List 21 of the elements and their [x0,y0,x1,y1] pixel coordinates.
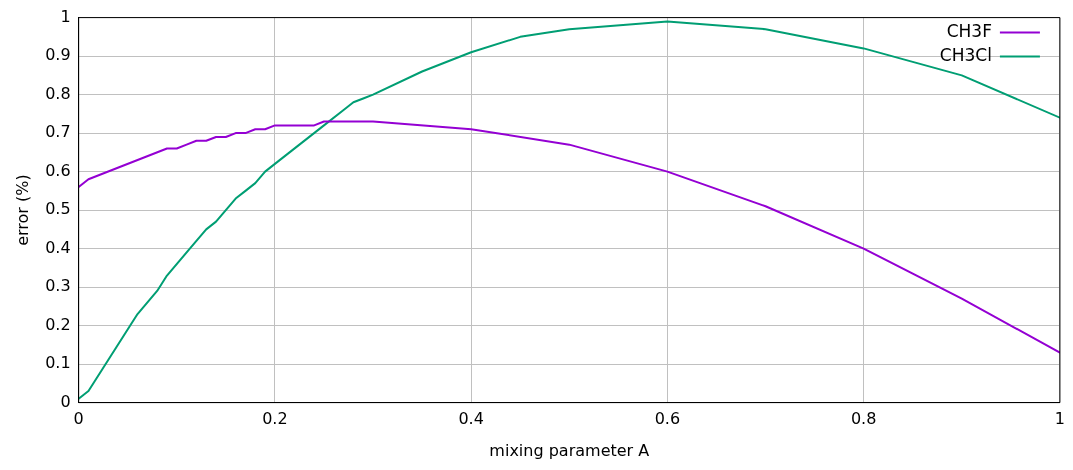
x-tick-label: 0.6 [654,409,681,429]
legend-label: CH3F [946,21,992,42]
y-tick-label: 0.3 [45,276,71,296]
y-axis-title: error (%) [12,174,32,246]
x-tick-label: 0.8 [850,409,877,429]
x-tick-label: 1 [1054,409,1065,429]
x-axis-title: mixing parameter A [489,440,650,460]
y-tick-label: 0.2 [45,314,71,334]
x-tick-label: 0.4 [458,409,484,429]
y-tick-label: 0.7 [45,122,71,142]
y-tick-label: 0 [60,391,71,411]
y-tick-label: 0.1 [45,353,71,373]
y-tick-label: 0.5 [45,199,71,219]
x-tick-label: 0 [73,409,84,429]
y-tick-label: 0.9 [45,45,71,65]
x-tick-label: 0.2 [262,409,288,429]
y-tick-label: 0.8 [45,83,71,103]
legend-label: CH3Cl [939,45,992,66]
y-tick-label: 0.4 [45,237,71,257]
y-tick-label: 0.6 [45,160,71,180]
y-tick-label: 1 [60,6,71,26]
